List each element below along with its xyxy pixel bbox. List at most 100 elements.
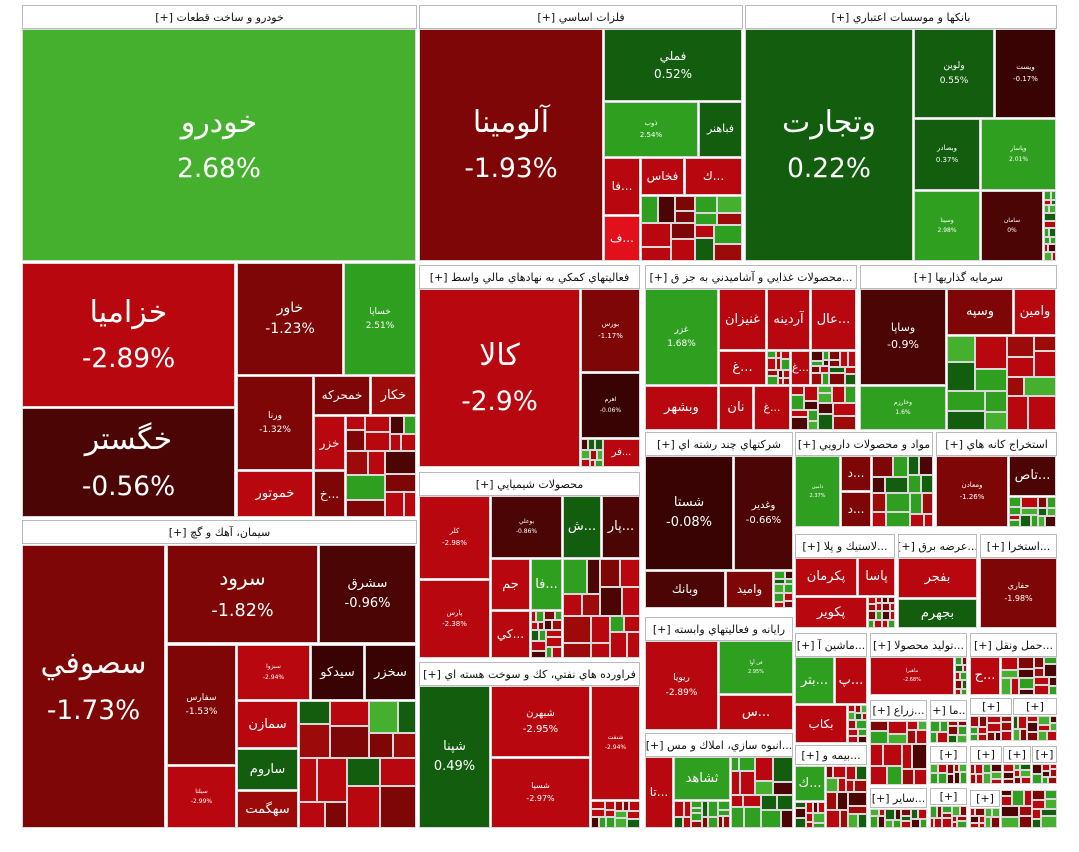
stock-tile[interactable]: شنفت -2.94% xyxy=(591,686,640,800)
stock-tile[interactable]: وسپه xyxy=(947,289,1013,335)
stock-tile[interactable]: ريويا -2.89% xyxy=(645,641,718,730)
stock-tile[interactable]: ماهيرا -2.68% xyxy=(870,657,954,695)
stock-tile[interactable]: سيلتا -2.99% xyxy=(167,766,236,828)
stock-tile[interactable]: شسپا -2.97% xyxy=(491,758,590,828)
stock-tile[interactable]: واميد xyxy=(726,571,773,608)
stock-tile[interactable]: ومعادن -1.26% xyxy=(936,456,1008,527)
stock-tile[interactable]: ...تاص xyxy=(1009,456,1056,496)
sector-header[interactable]: [+] شركتهاي چند رشته اي xyxy=(645,432,793,456)
stock-tile[interactable]: وتجارت 0.22% xyxy=(745,29,913,261)
sector-header[interactable]: [+] ماشين آ... xyxy=(795,633,867,657)
stock-tile[interactable]: پكوير xyxy=(795,597,867,628)
stock-tile[interactable]: ...پ xyxy=(835,657,867,704)
stock-tile[interactable]: بفجر xyxy=(898,558,977,598)
stock-tile[interactable]: پارس -2.38% xyxy=(419,580,490,658)
stock-tile[interactable]: ...عال xyxy=(811,289,856,350)
stock-tile[interactable]: ...ك xyxy=(685,158,742,195)
stock-tile[interactable]: وغدير -0.66% xyxy=(734,456,793,570)
sector-header[interactable]: [+] xyxy=(1032,746,1057,763)
stock-tile[interactable]: خساپا 2.51% xyxy=(344,263,416,375)
sector-header[interactable]: [+] فلزات اساسي xyxy=(419,5,743,29)
stock-tile[interactable]: بجهرم xyxy=(898,599,977,628)
stock-tile[interactable]: ...فا xyxy=(531,559,562,610)
stock-tile[interactable]: ...تا xyxy=(645,757,673,828)
stock-tile[interactable]: ...د xyxy=(841,456,871,491)
stock-tile[interactable]: شپنا 0.49% xyxy=(419,686,490,828)
stock-tile[interactable]: ...بتر xyxy=(795,657,834,704)
stock-tile[interactable]: ...فا xyxy=(604,158,640,215)
sector-header[interactable]: [+] لاستيك و پلا... xyxy=(795,534,895,558)
stock-tile[interactable]: دامين 2.37% xyxy=(795,456,840,527)
sector-header[interactable]: [+] استخراج كانه هاي xyxy=(936,432,1057,456)
sector-header[interactable]: [+] عرضه برق... xyxy=(898,534,977,558)
stock-tile[interactable]: حفاري -1.98% xyxy=(980,558,1057,628)
stock-tile[interactable]: سفارس -1.53% xyxy=(167,645,236,765)
stock-tile[interactable]: بورس -1.17% xyxy=(581,289,640,372)
sector-header[interactable]: [+] زراع... xyxy=(870,700,927,720)
stock-tile[interactable]: ...غ xyxy=(791,351,810,385)
stock-tile[interactable]: فن آوا 2.95% xyxy=(719,641,793,694)
stock-tile[interactable]: ...ك xyxy=(795,766,825,801)
sector-header[interactable]: [+] xyxy=(970,790,1000,807)
stock-tile[interactable]: شبهرن -2.95% xyxy=(491,686,590,757)
stock-tile[interactable]: وبصادر 0.37% xyxy=(914,119,980,190)
sector-header[interactable]: [+] بانكها و موسسات اعتباري xyxy=(745,5,1057,29)
stock-tile[interactable]: وپاسار 2.01% xyxy=(981,119,1056,190)
stock-tile[interactable]: ...كي xyxy=(491,611,530,658)
stock-tile[interactable]: پكرمان xyxy=(795,558,857,596)
sector-header[interactable]: [+] سيمان، آهك و گچ xyxy=(22,520,417,544)
stock-tile[interactable]: بوعلي -0.86% xyxy=(491,496,562,558)
stock-tile[interactable]: جم xyxy=(491,559,530,610)
sector-header[interactable]: [+] حمل ونقل... xyxy=(970,633,1057,657)
stock-tile[interactable]: سمازن xyxy=(237,701,298,748)
stock-tile[interactable]: ويست -0.17% xyxy=(995,29,1056,118)
stock-tile[interactable]: خموتور xyxy=(237,471,313,517)
stock-tile[interactable]: ...س xyxy=(719,695,793,730)
stock-tile[interactable]: ثشاهد xyxy=(674,757,730,800)
stock-tile[interactable]: سيدكو xyxy=(311,645,364,700)
stock-tile[interactable]: ...غ xyxy=(754,386,790,430)
stock-tile[interactable]: ...غ xyxy=(719,351,766,385)
sector-header[interactable]: [+] xyxy=(1003,746,1031,763)
stock-tile[interactable]: غزر 1.68% xyxy=(645,289,718,385)
sector-header[interactable]: [+] توليد محصولا... xyxy=(870,633,967,657)
stock-tile[interactable]: وبانك xyxy=(645,571,725,608)
stock-tile[interactable]: كالا -2.9% xyxy=(419,289,580,467)
stock-tile[interactable]: خمحركه xyxy=(314,376,370,415)
stock-tile[interactable]: فملي 0.52% xyxy=(604,29,742,101)
stock-tile[interactable]: سشرق -0.96% xyxy=(319,545,416,643)
stock-tile[interactable]: ...خ xyxy=(314,471,345,517)
sector-header[interactable]: [+] xyxy=(1013,698,1057,715)
stock-tile[interactable]: كلر -2.98% xyxy=(419,496,490,579)
stock-tile[interactable]: ...فر xyxy=(603,439,640,467)
sector-header[interactable]: [+] محصولات شيميايي xyxy=(419,472,640,496)
sector-header[interactable]: [+] خودرو و ساخت قطعات xyxy=(22,5,417,29)
sector-header[interactable]: [+] بيمه و... xyxy=(795,745,867,765)
sector-header[interactable]: [+] محصولات غذايي و آشاميدني به جز ق... xyxy=(645,265,857,289)
stock-tile[interactable]: غنيزان xyxy=(719,289,766,350)
stock-tile[interactable]: خودرو 2.68% xyxy=(22,29,416,261)
stock-tile[interactable]: وساپا -0.9% xyxy=(860,289,946,385)
sector-header[interactable]: [+] فراورده هاي نفتي، كك و سوخت هسته اي xyxy=(419,662,640,686)
stock-tile[interactable]: فباهنر xyxy=(699,102,742,157)
stock-tile[interactable]: ساروم xyxy=(237,749,298,790)
stock-tile[interactable]: سرود -1.82% xyxy=(167,545,318,643)
stock-tile[interactable]: خزاميا -2.89% xyxy=(22,263,235,407)
stock-tile[interactable]: ولوين 0.55% xyxy=(914,29,994,118)
sector-header[interactable]: [+] فعاليتهاي كمكي به نهادهاي مالي واسط xyxy=(419,265,640,289)
sector-header[interactable]: [+] مواد و محصولات دارويي xyxy=(795,432,933,456)
stock-tile[interactable]: وامين xyxy=(1014,289,1056,335)
stock-tile[interactable]: سبزوا -2.94% xyxy=(237,645,310,700)
stock-tile[interactable]: ...د xyxy=(841,492,871,527)
sector-header[interactable]: [+] xyxy=(930,788,967,805)
stock-tile[interactable]: وخارزم 1.6% xyxy=(860,386,946,430)
stock-tile[interactable]: فخاس xyxy=(641,158,684,195)
stock-tile[interactable]: ذوب 2.54% xyxy=(604,102,698,157)
sector-header[interactable]: [+] xyxy=(970,698,1012,715)
sector-header[interactable]: [+] رايانه و فعاليتهاي وابسته xyxy=(645,617,793,641)
stock-tile[interactable]: سامان 0% xyxy=(981,191,1043,261)
stock-tile[interactable]: آلومينا -1.93% xyxy=(419,29,603,261)
sector-header[interactable]: [+] سرمايه گذاريها xyxy=(860,265,1057,289)
stock-tile[interactable]: ...ح xyxy=(970,657,1000,695)
sector-header[interactable]: [+] ما... xyxy=(930,700,967,720)
